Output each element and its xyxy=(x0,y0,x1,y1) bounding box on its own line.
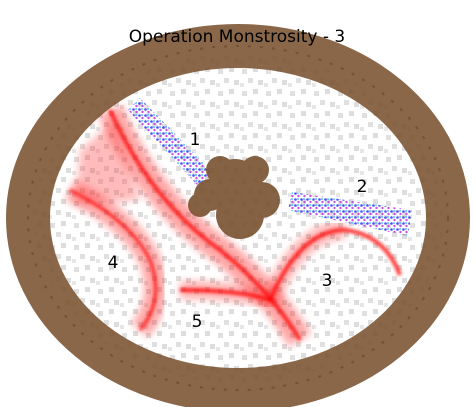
region-label: 3 xyxy=(322,271,333,291)
region-label: 5 xyxy=(192,312,203,332)
region-label: 2 xyxy=(357,177,368,197)
region-label: 1 xyxy=(190,130,201,150)
title: Operation Monstrosity - 3 xyxy=(129,27,345,47)
figure: Operation Monstrosity - 3 1 2 3 4 5 xyxy=(0,0,476,407)
region-label: 4 xyxy=(108,253,119,273)
